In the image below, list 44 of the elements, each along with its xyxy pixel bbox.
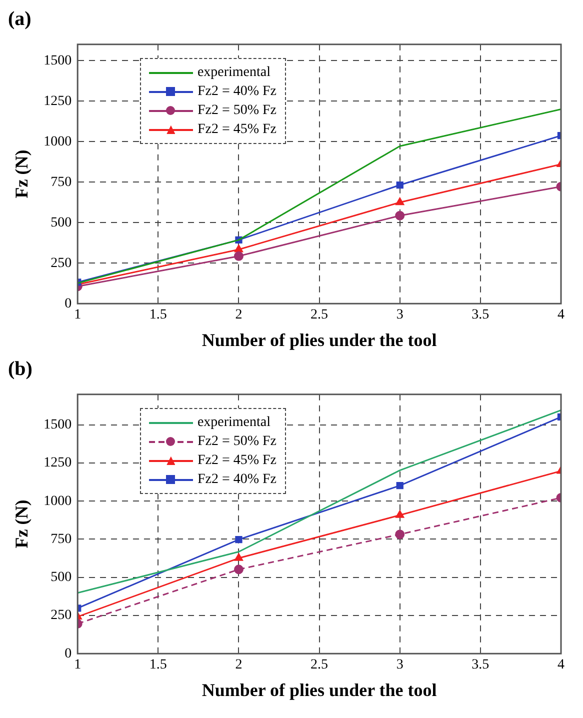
y-tick-label: 1000	[44, 494, 72, 509]
y-tick-label: 500	[50, 570, 72, 586]
x-tick-label: 2	[235, 658, 242, 673]
y-axis-title: Fz (N)	[11, 500, 32, 548]
chart-title: (a)	[8, 8, 32, 30]
x-tick-label: 1	[74, 658, 82, 673]
legend-label: Fz2 = 45% Fz	[197, 122, 276, 138]
y-tick-label: 1250	[44, 94, 72, 109]
legend-label: Fz2 = 45% Fz	[197, 452, 276, 469]
y-axis-title: Fz (N)	[11, 150, 32, 198]
y-tick-label: 750	[50, 174, 72, 190]
y-tick-label: 250	[50, 608, 72, 624]
y-tick-label: 1000	[44, 134, 72, 150]
x-tick-label: 4	[558, 658, 564, 673]
x-axis-title: Number of plies under the tool	[202, 330, 437, 350]
y-tick-label: 1250	[44, 456, 72, 471]
y-tick-label: 250	[50, 256, 72, 271]
x-tick-label: 1.5	[149, 658, 167, 673]
x-tick-label: 3	[396, 308, 404, 323]
x-tick-label: 2	[235, 308, 242, 323]
legend-label: Fz2 = 40% Fz	[197, 472, 276, 488]
x-tick-label: 3.5	[472, 308, 490, 323]
legend-label: Fz2 = 40% Fz	[197, 84, 276, 100]
legend-label: experimental	[197, 64, 271, 81]
y-tick-label: 0	[64, 646, 72, 662]
y-tick-label: 750	[50, 532, 72, 547]
x-tick-label: 3	[396, 658, 404, 673]
x-tick-label: 2.5	[310, 658, 328, 673]
legend-label: Fz2 = 50% Fz	[197, 434, 276, 450]
legend-label: experimental	[197, 414, 271, 431]
y-tick-label: 0	[64, 296, 72, 312]
legend-label: Fz2 = 50% Fz	[197, 102, 276, 119]
point	[396, 198, 404, 206]
y-tick-label: 500	[50, 215, 72, 230]
point	[234, 244, 243, 252]
x-axis-title: Number of plies under the tool	[202, 680, 437, 700]
x-tick-label: 2.5	[310, 308, 328, 323]
x-tick-label: 1	[74, 308, 82, 323]
y-tick-label: 1500	[44, 53, 72, 68]
x-tick-label: 1.5	[149, 308, 167, 323]
x-tick-label: 3.5	[472, 658, 490, 673]
chart-title: (b)	[8, 358, 34, 380]
y-tick-label: 1500	[44, 418, 72, 433]
x-tick-label: 4	[558, 308, 564, 323]
